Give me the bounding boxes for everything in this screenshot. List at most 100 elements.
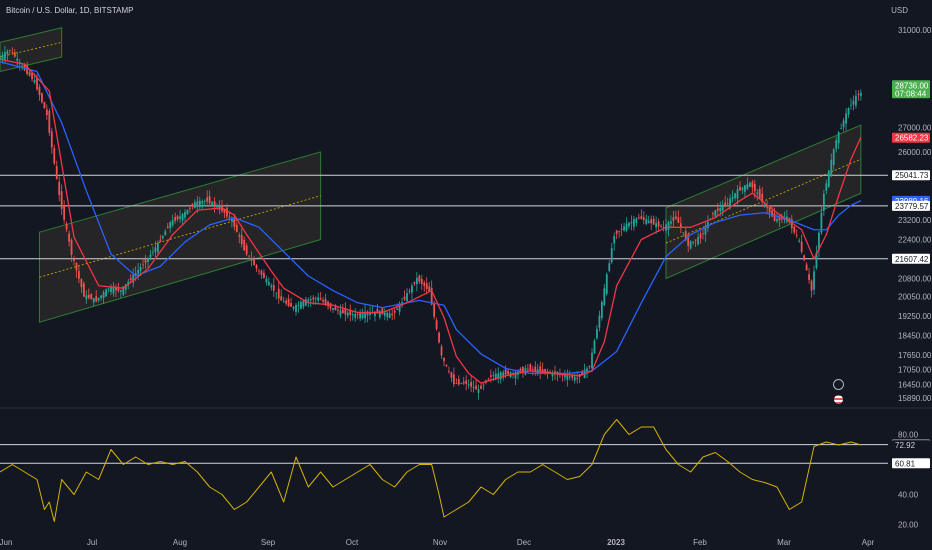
us-flag-icon[interactable] [834,395,843,404]
candle-body [154,247,157,252]
candle-body [270,285,273,288]
candle-body [714,210,717,217]
candle-body [161,236,164,239]
candle-body [235,224,238,233]
candle-body [36,77,38,90]
candle-body [230,218,233,222]
candle-body [216,205,218,208]
candle-body [746,184,749,189]
ma-fast-line[interactable] [0,58,862,384]
candle-body [378,311,381,318]
candle-body [670,221,672,224]
candle-body [1,54,4,60]
candle-body [630,222,633,224]
channel-midline-1 [39,195,321,278]
price-tick-label: 15890.00 [898,394,932,403]
candle-body [790,219,793,229]
time-tick-label: Dec [517,538,531,547]
candle-body [840,128,843,130]
candle-body [87,294,90,298]
candle-body [90,294,93,300]
candle-body [472,387,475,388]
candle-body [704,226,707,235]
candle-body [842,120,845,128]
price-tag-1 [892,132,930,143]
candle-body [129,277,132,281]
candle-body [618,230,621,232]
candle-body [504,369,507,375]
candle-body [637,217,640,219]
candle-body [539,366,542,373]
candle-body [766,206,769,208]
ma-slow-line[interactable] [0,61,862,375]
candle-body [586,368,588,372]
candle-body [322,299,325,302]
candle-body [702,233,704,234]
candle-body [45,109,48,116]
rsi-tick-label: 80.00 [898,431,919,440]
candle-body [211,202,214,207]
price-tag-0-sublabel: 07:08:44 [895,89,927,98]
candle-body [50,131,53,148]
candle-body [58,181,61,196]
candle-body [489,375,492,377]
candle-body [396,308,399,310]
candle-body [477,389,480,393]
candle-body [541,369,544,372]
lightning-bolt-icon[interactable] [833,379,844,390]
candle-body [292,306,295,309]
candle-body [332,307,334,310]
candle-body [640,216,643,219]
rsi-line[interactable] [0,419,862,522]
candle-body [156,243,159,253]
candle-body [43,102,46,109]
candle-body [28,72,31,76]
candle-body [403,296,406,300]
candle-body [285,300,288,304]
candle-body [522,366,524,372]
candle-body [383,312,386,316]
candle-body [433,304,436,317]
candle-body [655,223,658,228]
candle-body [420,278,423,284]
candle-body [8,50,11,51]
candle-body [102,292,105,299]
channel-1[interactable] [38,151,322,323]
candle-body [852,100,855,105]
candle-body [445,364,448,367]
candle-body [233,217,236,227]
candle-body [277,288,280,299]
price-tick-label: 17050.00 [898,366,932,375]
candle-body [82,283,85,297]
candle-body [48,110,51,133]
candle-body [642,217,645,220]
candle-body [652,218,655,225]
candle-body [179,216,181,219]
candle-body [243,239,246,251]
candle-body [645,219,648,225]
candle-body [6,51,9,55]
candle-body [452,374,455,385]
candle-body [411,285,413,293]
candle-body [773,213,776,221]
candle-body [776,219,778,222]
candle-body [551,372,554,377]
candle-body [566,375,569,380]
candle-body [359,312,362,319]
candle-body [808,274,810,280]
candle-body [176,216,179,220]
price-tag-2 [892,170,930,181]
candle-body [260,270,263,275]
time-tick-label: Apr [862,538,875,547]
candle-body [258,270,260,272]
candle-body [751,181,754,188]
rsi-tag-1-label: 72.92 [895,441,916,450]
candle-body [448,370,450,372]
candle-body [460,383,463,384]
candle-body [450,372,453,378]
channel-0[interactable] [0,27,63,73]
time-tick-label: Sep [261,538,276,547]
candle-body [734,193,736,198]
candle-body [73,258,75,261]
